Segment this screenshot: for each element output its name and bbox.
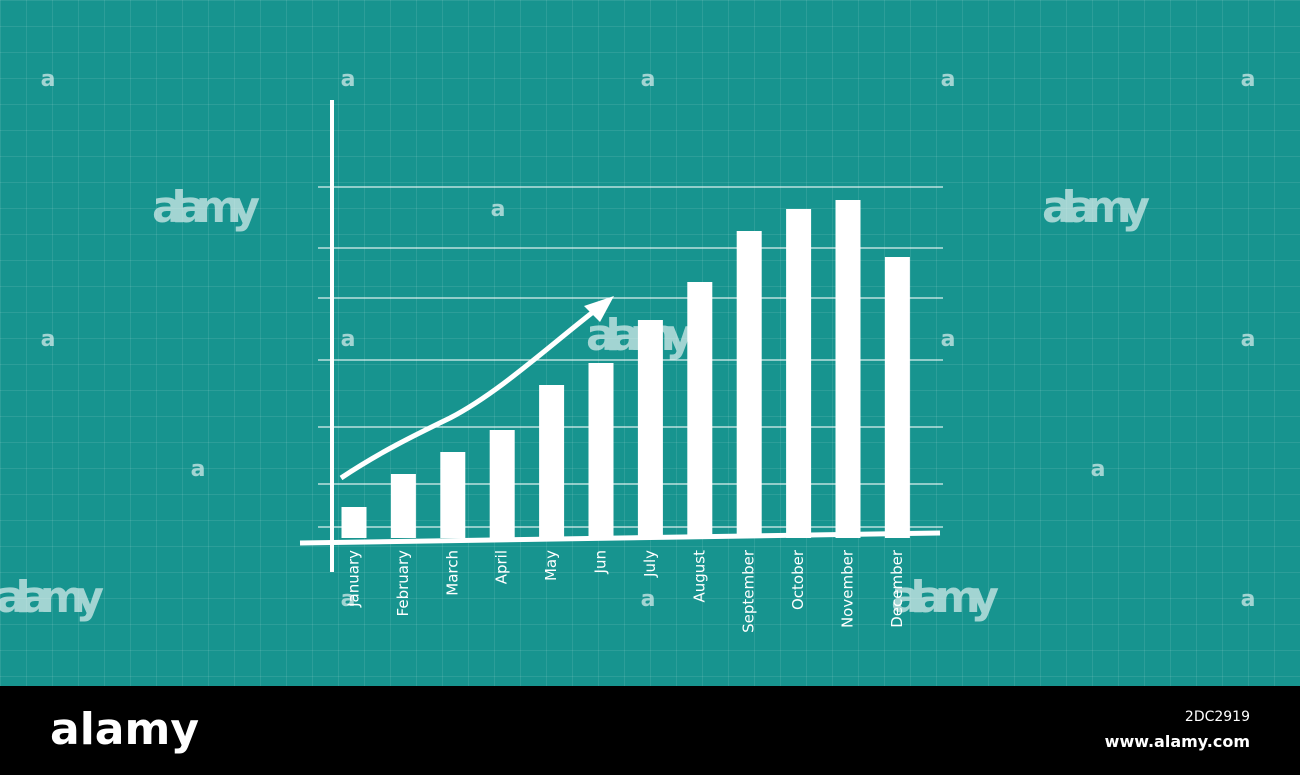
- bar: [736, 231, 762, 538]
- bar: [835, 200, 861, 538]
- trend-arrowhead: [584, 296, 614, 322]
- x-tick-label: August: [690, 550, 708, 603]
- x-tick-label: October: [789, 549, 807, 610]
- x-tick-label: November: [839, 549, 857, 628]
- x-tick-label: February: [394, 550, 412, 617]
- watermark-mark: a: [41, 327, 56, 352]
- bar: [588, 363, 614, 538]
- footer-url: www.alamy.com: [1105, 732, 1250, 751]
- watermark-mark: a: [1241, 327, 1256, 352]
- watermark-mark: a: [1241, 587, 1256, 612]
- watermark-mark: a: [941, 327, 956, 352]
- x-tick-label: March: [443, 550, 461, 596]
- x-tick-label: July: [641, 550, 659, 578]
- image-id: 2DC2919: [1185, 709, 1250, 725]
- bar: [884, 257, 910, 538]
- bars: [341, 200, 910, 538]
- x-tick-label: December: [888, 549, 906, 628]
- footer-bar: [0, 686, 1300, 775]
- watermark-mark: a: [941, 67, 956, 92]
- bar: [786, 209, 812, 538]
- watermark-mark: a: [641, 587, 656, 612]
- watermark-logo: alamy: [891, 572, 999, 623]
- watermark-mark: a: [1241, 67, 1256, 92]
- watermark-mark: a: [341, 327, 356, 352]
- x-tick-label: January: [345, 550, 363, 608]
- x-tick-label: May: [542, 550, 560, 581]
- trend-arrow: [339, 303, 604, 481]
- footer-logo: alamy: [50, 704, 199, 755]
- bar: [341, 507, 367, 538]
- watermark-logo: alamy: [152, 182, 260, 233]
- watermark-mark: a: [41, 67, 56, 92]
- bar: [390, 474, 416, 538]
- bar: [440, 452, 466, 538]
- x-tick-label: April: [493, 550, 511, 584]
- watermark-mark: a: [491, 197, 506, 222]
- watermarks: alamy alamy alamy alamy alamy a a a a a a a a a a a a a a a: [0, 67, 1255, 623]
- watermark-mark: a: [641, 67, 656, 92]
- bar: [687, 282, 713, 538]
- watermark-mark: a: [341, 587, 356, 612]
- watermark-logo: alamy: [1042, 182, 1150, 233]
- watermark-mark: a: [341, 67, 356, 92]
- x-tick-label: Jun: [592, 550, 610, 574]
- x-axis: [299, 530, 941, 546]
- x-tick-label: September: [740, 549, 758, 633]
- watermark-logo: alamy: [0, 572, 104, 623]
- bar: [637, 320, 663, 538]
- bar: [489, 430, 515, 538]
- watermark-logo: alamy: [586, 310, 694, 361]
- watermark-mark: a: [191, 457, 206, 482]
- bar: [539, 385, 565, 538]
- watermark-mark: a: [1091, 457, 1106, 482]
